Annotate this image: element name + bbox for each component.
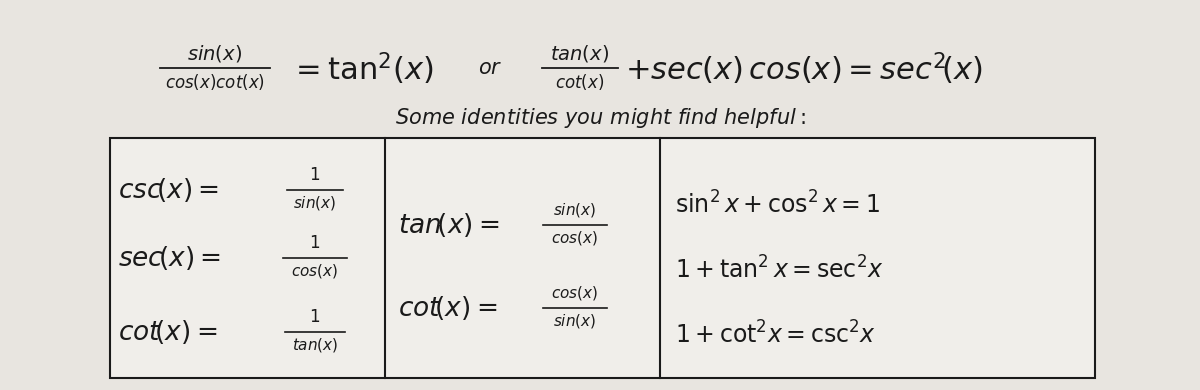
Text: $\mathit{cot}\!\left(x\right) =$: $\mathit{cot}\!\left(x\right) =$	[118, 318, 217, 346]
Text: $\mathit{sin(x)}$: $\mathit{sin(x)}$	[293, 194, 337, 212]
Text: $1$: $1$	[310, 235, 320, 252]
Text: $\mathit{tan(x)}$: $\mathit{tan(x)}$	[292, 336, 338, 354]
Text: $+ \mathit{sec}\left(x\right)\,\mathit{cos}\left(x\right) = \mathit{sec}^2\!\lef: $+ \mathit{sec}\left(x\right)\,\mathit{c…	[625, 51, 983, 87]
Text: $\mathit{cos(x)}$: $\mathit{cos(x)}$	[551, 229, 599, 247]
Text: $1 + \cot^2\!x = \csc^2\!x$: $1 + \cot^2\!x = \csc^2\!x$	[674, 321, 876, 349]
Text: $\mathit{csc}\!\left(x\right) =$: $\mathit{csc}\!\left(x\right) =$	[118, 176, 220, 204]
Text: $1 + \tan^2 x = \sec^2\!x$: $1 + \tan^2 x = \sec^2\!x$	[674, 256, 883, 284]
Text: $\mathit{cos(x)}$: $\mathit{cos(x)}$	[292, 262, 338, 280]
Text: $= \tan^2\!\left(x\right)$: $= \tan^2\!\left(x\right)$	[290, 51, 433, 87]
Text: $\mathit{cot(x)}$: $\mathit{cot(x)}$	[556, 72, 605, 92]
Text: $\mathit{tan}\!\left(x\right) =$: $\mathit{tan}\!\left(x\right) =$	[398, 211, 499, 239]
Text: $\mathit{sec}\!\left(x\right) =$: $\mathit{sec}\!\left(x\right) =$	[118, 244, 221, 272]
FancyBboxPatch shape	[110, 138, 1096, 378]
Text: $\mathit{or}$: $\mathit{or}$	[478, 60, 503, 78]
Text: $\mathit{sin(x)}$: $\mathit{sin(x)}$	[187, 43, 242, 64]
Text: $\sin^2 x + \cos^2 x = 1$: $\sin^2 x + \cos^2 x = 1$	[674, 191, 880, 219]
Text: $\mathit{cot}\!\left(x\right) =$: $\mathit{cot}\!\left(x\right) =$	[398, 294, 497, 322]
Text: $\mathit{sin(x)}$: $\mathit{sin(x)}$	[553, 312, 596, 330]
Text: $\mathit{tan(x)}$: $\mathit{tan(x)}$	[551, 43, 610, 64]
Text: $\mathit{cos(x)cot(x)}$: $\mathit{cos(x)cot(x)}$	[164, 72, 265, 92]
Text: $\mathit{Some\ identities\ you\ might\ find\ helpful:}$: $\mathit{Some\ identities\ you\ might\ f…	[395, 106, 805, 130]
Text: $\mathit{sin(x)}$: $\mathit{sin(x)}$	[553, 201, 596, 219]
Text: $1$: $1$	[310, 167, 320, 184]
Text: $\mathit{cos(x)}$: $\mathit{cos(x)}$	[551, 284, 599, 302]
Text: $1$: $1$	[310, 309, 320, 326]
